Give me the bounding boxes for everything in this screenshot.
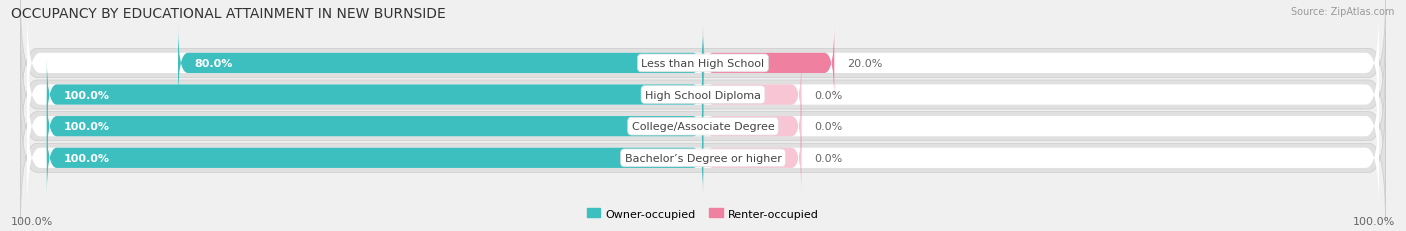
FancyBboxPatch shape [27, 42, 1379, 148]
FancyBboxPatch shape [21, 31, 1385, 159]
FancyBboxPatch shape [27, 11, 1379, 117]
FancyBboxPatch shape [27, 105, 1379, 211]
Text: Source: ZipAtlas.com: Source: ZipAtlas.com [1291, 7, 1395, 17]
Text: High School Diploma: High School Diploma [645, 90, 761, 100]
Text: 0.0%: 0.0% [814, 90, 842, 100]
FancyBboxPatch shape [179, 27, 703, 101]
Legend: Owner-occupied, Renter-occupied: Owner-occupied, Renter-occupied [582, 204, 824, 223]
Text: College/Associate Degree: College/Associate Degree [631, 122, 775, 132]
Text: 100.0%: 100.0% [1353, 216, 1395, 226]
Text: 100.0%: 100.0% [63, 153, 110, 163]
Text: 0.0%: 0.0% [814, 153, 842, 163]
FancyBboxPatch shape [46, 58, 703, 132]
FancyBboxPatch shape [21, 94, 1385, 222]
Text: 0.0%: 0.0% [814, 122, 842, 132]
Text: OCCUPANCY BY EDUCATIONAL ATTAINMENT IN NEW BURNSIDE: OCCUPANCY BY EDUCATIONAL ATTAINMENT IN N… [11, 7, 446, 21]
FancyBboxPatch shape [703, 27, 834, 101]
FancyBboxPatch shape [27, 74, 1379, 179]
Text: 20.0%: 20.0% [848, 59, 883, 69]
Text: 100.0%: 100.0% [11, 216, 53, 226]
Text: 100.0%: 100.0% [63, 90, 110, 100]
FancyBboxPatch shape [46, 89, 703, 164]
FancyBboxPatch shape [21, 62, 1385, 191]
Text: 80.0%: 80.0% [194, 59, 233, 69]
FancyBboxPatch shape [703, 121, 801, 195]
FancyBboxPatch shape [703, 89, 801, 164]
FancyBboxPatch shape [46, 121, 703, 195]
Text: 100.0%: 100.0% [63, 122, 110, 132]
FancyBboxPatch shape [21, 0, 1385, 128]
Text: Bachelor’s Degree or higher: Bachelor’s Degree or higher [624, 153, 782, 163]
Text: Less than High School: Less than High School [641, 59, 765, 69]
FancyBboxPatch shape [703, 58, 801, 132]
